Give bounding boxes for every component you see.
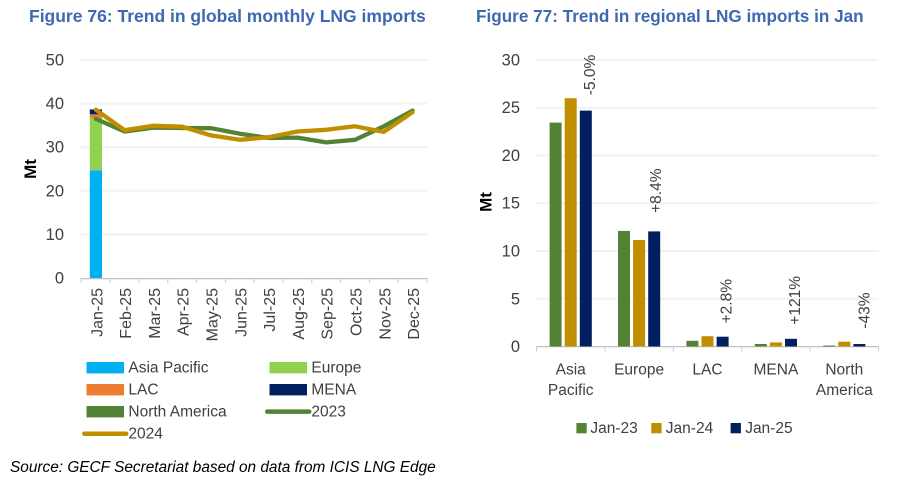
svg-text:20: 20: [502, 147, 520, 165]
svg-text:0: 0: [511, 338, 520, 356]
svg-text:+8.4%: +8.4%: [648, 168, 665, 213]
svg-text:MENA: MENA: [754, 362, 799, 379]
svg-text:Apr-25: Apr-25: [176, 288, 193, 336]
svg-text:North: North: [825, 362, 863, 379]
svg-text:40: 40: [46, 95, 64, 113]
svg-text:0: 0: [55, 270, 64, 288]
svg-text:15: 15: [502, 195, 520, 213]
svg-text:Europe: Europe: [614, 362, 664, 379]
svg-text:20: 20: [46, 182, 64, 200]
svg-text:10: 10: [46, 226, 64, 244]
svg-text:30: 30: [46, 139, 64, 157]
svg-text:LAC: LAC: [128, 382, 158, 399]
svg-text:North America: North America: [128, 404, 227, 421]
svg-text:LAC: LAC: [692, 362, 722, 379]
svg-text:10: 10: [502, 243, 520, 261]
svg-text:Jan-25: Jan-25: [745, 420, 792, 437]
svg-text:Jan-24: Jan-24: [666, 420, 714, 437]
svg-text:Source: GECF Secretariat based: Source: GECF Secretariat based on data f…: [10, 459, 436, 476]
svg-text:Mar-25: Mar-25: [147, 288, 164, 339]
svg-text:Europe: Europe: [311, 360, 361, 377]
svg-text:Asia Pacific: Asia Pacific: [128, 360, 208, 377]
svg-text:Figure 77: Trend in regional L: Figure 77: Trend in regional LNG imports…: [476, 6, 864, 26]
svg-text:Jan-25: Jan-25: [89, 288, 106, 337]
svg-text:+2.8%: +2.8%: [719, 279, 736, 324]
svg-text:Oct-25: Oct-25: [349, 288, 366, 336]
svg-text:Figure 76: Trend in global mon: Figure 76: Trend in global monthly LNG i…: [29, 6, 426, 26]
svg-text:Asia: Asia: [556, 362, 587, 379]
svg-text:May-25: May-25: [205, 288, 222, 341]
svg-text:Sep-25: Sep-25: [320, 288, 337, 340]
svg-text:2024: 2024: [128, 426, 163, 443]
svg-text:Nov-25: Nov-25: [377, 288, 394, 340]
svg-text:30: 30: [502, 52, 520, 70]
svg-text:+121%: +121%: [787, 276, 804, 325]
svg-text:Mt: Mt: [21, 159, 40, 179]
svg-text:2023: 2023: [311, 404, 345, 421]
svg-text:Aug-25: Aug-25: [291, 288, 308, 340]
svg-text:MENA: MENA: [311, 382, 356, 399]
svg-text:Feb-25: Feb-25: [118, 288, 135, 339]
svg-text:Jan-23: Jan-23: [590, 420, 637, 437]
svg-text:Dec-25: Dec-25: [406, 288, 423, 340]
svg-text:25: 25: [502, 99, 520, 117]
svg-text:-5.0%: -5.0%: [582, 54, 599, 95]
svg-text:Mt: Mt: [477, 192, 496, 212]
svg-text:50: 50: [46, 52, 64, 70]
svg-text:Pacific: Pacific: [548, 382, 594, 399]
svg-text:America: America: [816, 382, 873, 399]
svg-text:-43%: -43%: [856, 292, 873, 328]
svg-text:Jul-25: Jul-25: [262, 288, 279, 332]
svg-text:Jun-25: Jun-25: [233, 288, 250, 337]
svg-text:5: 5: [511, 290, 520, 308]
